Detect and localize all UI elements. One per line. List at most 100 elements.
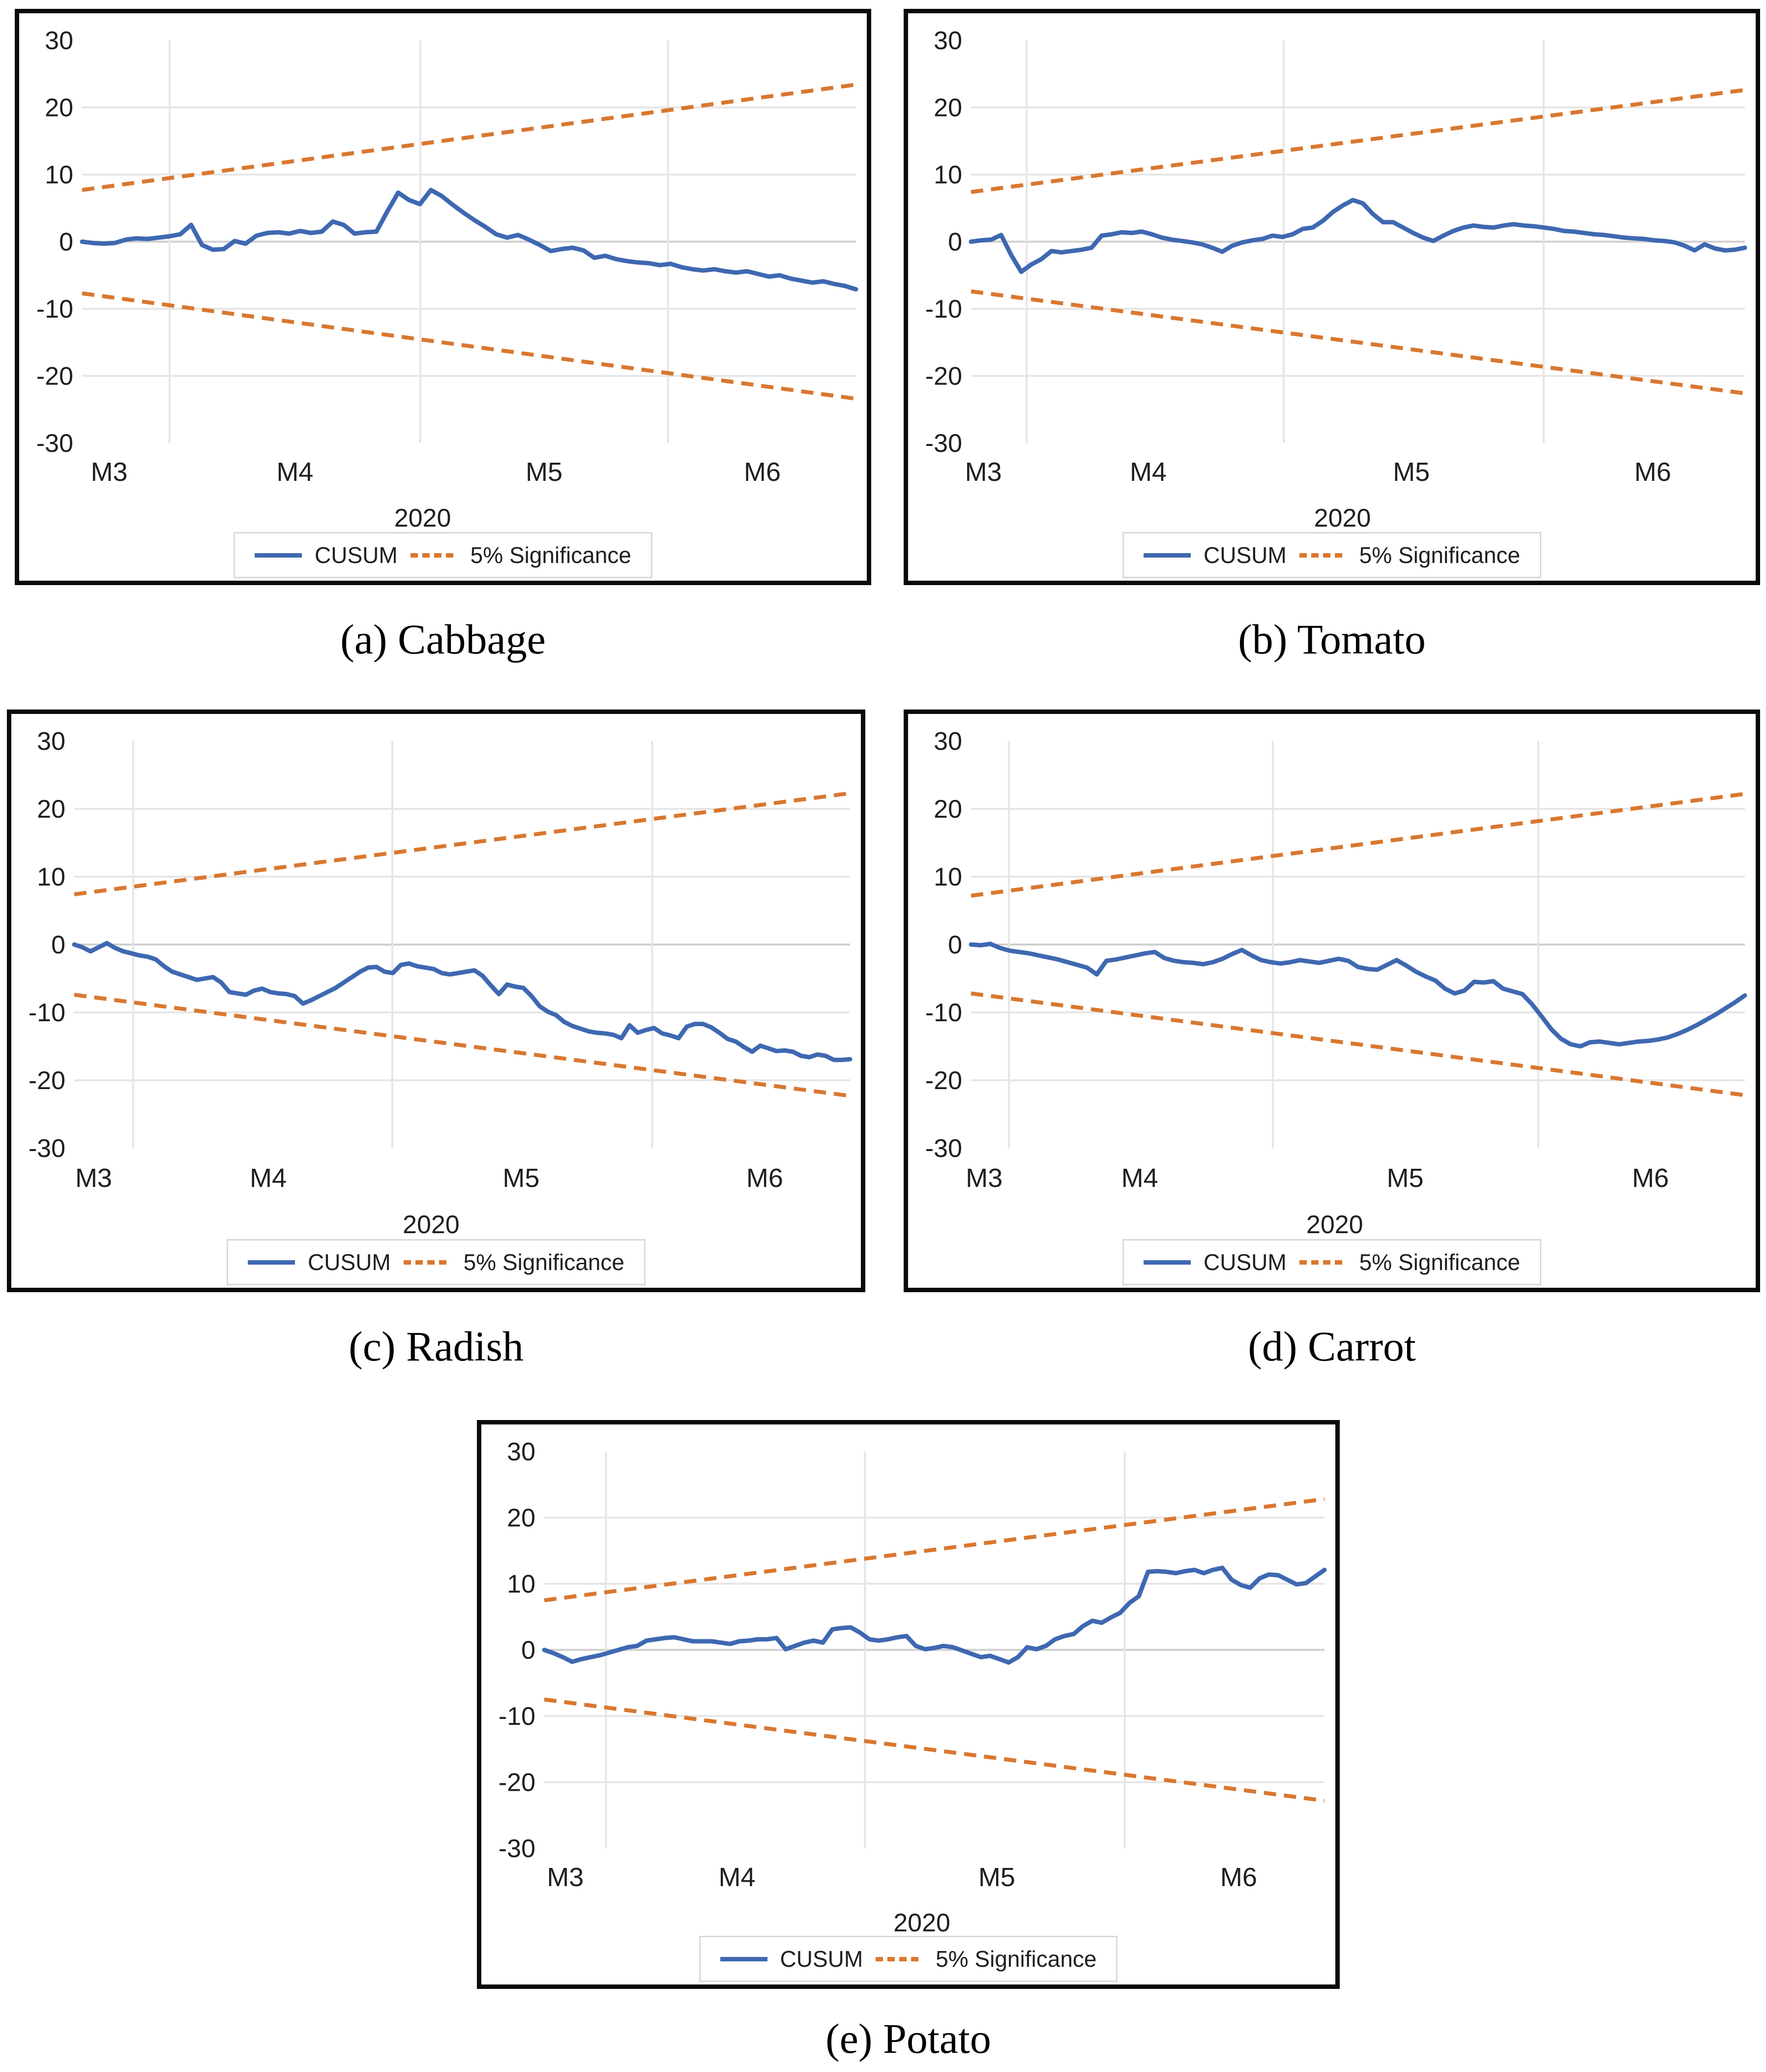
- caption-carrot: (d) Carrot: [1248, 1323, 1416, 1370]
- x-tick-label: M3: [75, 1163, 112, 1193]
- x-tick-label: M6: [1632, 1163, 1669, 1193]
- y-tick-label: 20: [934, 94, 962, 122]
- chart-panel-cabbage: 30 20 10 0 -10 -20 -30 M3 M4 M5 M6 2020 CUSUM 5% Si…: [15, 9, 871, 585]
- y-tick-label: -10: [925, 295, 962, 324]
- chart-panel-tomato: 30 20 10 0 -10 -20 -30 M3 M4 M5 M6 2020 CUSUM 5% Si…: [904, 9, 1760, 585]
- y-tick-label: 10: [45, 161, 73, 189]
- significance-legend-label: 5% Significance: [463, 1249, 624, 1275]
- year-label: 2020: [403, 1211, 460, 1239]
- x-tick-label: M5: [1393, 457, 1430, 487]
- legend: CUSUM 5% Significance: [1122, 532, 1541, 578]
- y-tick-label: 10: [934, 161, 962, 189]
- significance-legend-line-icon: [403, 1260, 451, 1265]
- x-tick-label: M3: [91, 457, 128, 487]
- significance-lower-line: [82, 291, 856, 401]
- x-tick-label: M6: [744, 457, 781, 487]
- cusum-line: [80, 187, 858, 292]
- year-label: 2020: [394, 504, 451, 533]
- significance-upper-line: [82, 83, 856, 192]
- significance-upper-line: [74, 791, 851, 896]
- y-tick-label: 20: [507, 1504, 535, 1533]
- legend: CUSUM 5% Significance: [234, 532, 652, 578]
- y-tick-label: 30: [37, 727, 65, 756]
- y-tick-label: 30: [934, 27, 962, 55]
- year-label: 2020: [1306, 1211, 1363, 1239]
- significance-lower-line: [971, 991, 1745, 1097]
- y-tick-label: 10: [507, 1570, 535, 1598]
- cusum-legend-label: CUSUM: [1204, 1249, 1287, 1275]
- cusum-legend-label: CUSUM: [315, 542, 398, 568]
- x-tick-label: M5: [978, 1863, 1015, 1892]
- y-tick-label: -20: [499, 1769, 535, 1797]
- significance-legend-label: 5% Significance: [470, 542, 631, 568]
- x-tick-label: M4: [1121, 1163, 1158, 1193]
- x-tick-label: M6: [1634, 457, 1671, 487]
- y-tick-label: 0: [51, 931, 65, 959]
- cusum-legend-label: CUSUM: [1204, 542, 1287, 568]
- significance-legend-line-icon: [1299, 553, 1347, 558]
- y-tick-label: -30: [925, 1134, 962, 1163]
- y-tick-label: 10: [37, 863, 65, 891]
- legend: CUSUM 5% Significance: [1122, 1239, 1541, 1285]
- cabbage-plot: 30 20 10 0 -10 -20 -30 M3 M4 M5 M6 2020: [36, 27, 858, 533]
- y-tick-label: 0: [521, 1636, 535, 1665]
- radish-plot: 30 20 10 0 -10 -20 -30 M3 M4 M5 M6 2020: [29, 727, 853, 1239]
- y-tick-label: 10: [934, 863, 962, 891]
- cusum-legend-line-icon: [255, 553, 302, 558]
- x-tick-label: M3: [965, 457, 1002, 487]
- chart-panel-radish: 30 20 10 0 -10 -20 -30 M3 M4 M5 M6 2020 CUSUM 5% Si…: [7, 710, 865, 1292]
- cusum-line: [969, 942, 1747, 1049]
- year-label: 2020: [893, 1909, 950, 1937]
- y-tick-label: 30: [45, 27, 73, 55]
- significance-lower-line: [544, 1697, 1325, 1803]
- x-tick-label: M4: [250, 1163, 287, 1193]
- significance-upper-line: [971, 792, 1745, 898]
- x-tick-label: M3: [966, 1163, 1002, 1193]
- y-tick-label: -20: [29, 1066, 65, 1095]
- y-tick-label: 20: [37, 795, 65, 824]
- y-tick-label: -10: [499, 1702, 535, 1731]
- x-tick-label: M3: [547, 1863, 584, 1892]
- y-tick-label: -10: [36, 295, 73, 324]
- x-tick-label: M4: [1130, 457, 1167, 487]
- significance-legend-label: 5% Significance: [1359, 1249, 1520, 1275]
- significance-legend-label: 5% Significance: [936, 1946, 1097, 1972]
- legend: CUSUM 5% Significance: [227, 1239, 646, 1285]
- caption-potato: (e) Potato: [825, 2015, 991, 2062]
- cusum-legend-label: CUSUM: [780, 1946, 863, 1972]
- significance-upper-line: [544, 1497, 1325, 1602]
- cusum-legend-label: CUSUM: [308, 1249, 391, 1275]
- cusum-line: [969, 198, 1747, 274]
- x-tick-label: M5: [526, 457, 562, 487]
- y-tick-label: -10: [925, 999, 962, 1027]
- y-tick-label: 0: [948, 931, 962, 959]
- y-tick-label: -10: [29, 999, 65, 1027]
- cusum-legend-line-icon: [1144, 1260, 1191, 1265]
- y-tick-label: -20: [925, 362, 962, 391]
- cusum-legend-line-icon: [248, 1260, 295, 1265]
- caption-radish: (c) Radish: [349, 1323, 524, 1370]
- y-tick-label: 0: [59, 228, 73, 257]
- y-tick-label: 30: [507, 1438, 535, 1466]
- y-tick-label: 0: [948, 228, 962, 257]
- y-tick-label: 20: [934, 795, 962, 824]
- cusum-legend-line-icon: [1144, 553, 1191, 558]
- x-tick-label: M5: [1387, 1163, 1424, 1193]
- significance-upper-line: [971, 88, 1745, 194]
- cusum-legend-line-icon: [720, 1956, 767, 1961]
- significance-lower-line: [971, 289, 1745, 395]
- significance-lower-line: [74, 993, 851, 1098]
- y-tick-label: -30: [36, 429, 73, 458]
- chart-panel-potato: 30 20 10 0 -10 -20 -30 M3 M4 M5 M6 2020 CUSUM 5% Si…: [477, 1420, 1340, 1989]
- x-tick-label: M4: [276, 457, 313, 487]
- x-tick-label: M6: [1220, 1863, 1257, 1892]
- y-tick-label: -30: [925, 429, 962, 458]
- y-tick-label: -30: [29, 1134, 65, 1163]
- significance-legend-line-icon: [876, 1956, 923, 1961]
- cusum-line: [542, 1566, 1327, 1665]
- cusum-line: [72, 941, 853, 1063]
- x-tick-label: M6: [746, 1163, 783, 1193]
- significance-legend-line-icon: [1299, 1260, 1347, 1265]
